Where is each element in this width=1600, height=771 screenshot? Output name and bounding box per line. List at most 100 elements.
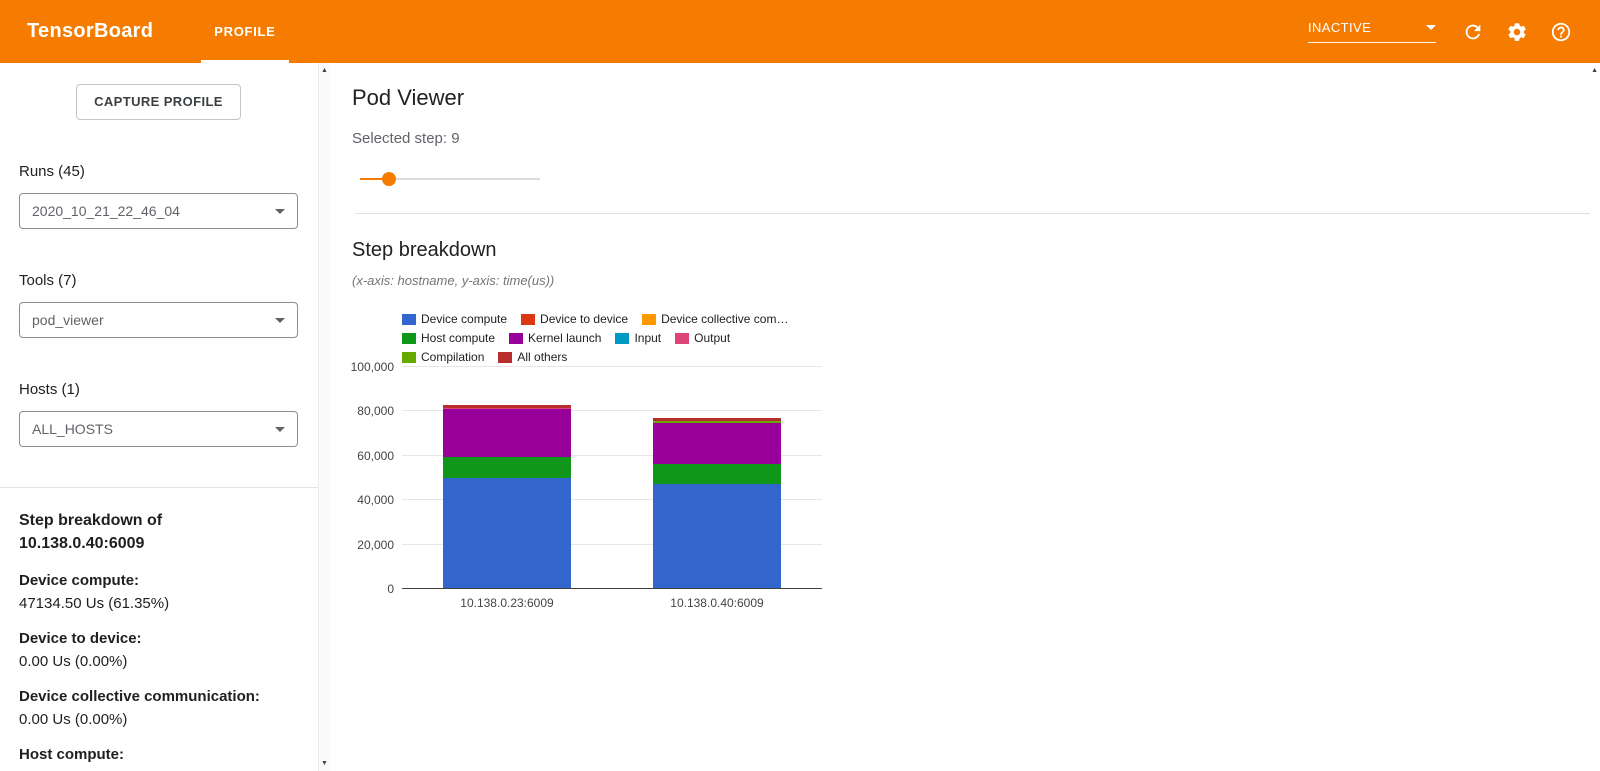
stat-label: Device compute: [19, 572, 140, 589]
sidebar-scrollbar[interactable]: ▲ ▼ [318, 63, 330, 771]
refresh-icon[interactable] [1460, 19, 1486, 45]
capture-profile-button[interactable]: CAPTURE PROFILE [76, 84, 241, 120]
legend-item-all-others: All others [498, 350, 567, 364]
bar-segment-device-compute[interactable] [652, 484, 782, 589]
help-icon[interactable] [1548, 19, 1574, 45]
chart-plot-row: 0 20,000 40,000 60,000 80,000 100,000 [351, 360, 832, 596]
bar-segment-output[interactable] [442, 407, 572, 409]
stat-device-compute: Device compute: 47134.50 Us (61.35%) [19, 571, 298, 613]
bar-segment-host-compute[interactable] [442, 456, 572, 479]
legend-swatch [402, 332, 416, 344]
legend-label: Device to device [540, 312, 629, 326]
step-slider[interactable] [360, 172, 540, 186]
legend-swatch [402, 351, 416, 363]
gridline [402, 454, 822, 456]
header-tabs: PROFILE [201, 0, 289, 63]
legend-item-compilation: Compilation [402, 350, 484, 364]
chart-bars [402, 367, 822, 589]
header-actions: INACTIVE [1308, 0, 1600, 63]
bar-segment-all-others[interactable] [442, 405, 572, 408]
section-divider [355, 213, 1590, 214]
breakdown-title-line2: 10.138.0.40:6009 [19, 535, 145, 552]
bar-segment-device-compute[interactable] [442, 478, 572, 589]
axis-baseline [402, 588, 822, 589]
slider-fill [360, 178, 389, 180]
bar-segment-output[interactable] [652, 422, 782, 424]
chart-legend: Device compute Device to device Device col… [402, 312, 822, 364]
chart-y-axis: 0 20,000 40,000 60,000 80,000 100,000 [351, 360, 402, 596]
stat-value: 47134.50 Us (61.35%) [19, 595, 170, 612]
slider-track[interactable] [360, 178, 540, 180]
tools-select[interactable]: pod_viewer [19, 302, 298, 338]
hosts-select[interactable]: ALL_HOSTS [19, 411, 298, 447]
page-title: Pod Viewer [352, 85, 465, 110]
scroll-up-icon[interactable]: ▲ [321, 67, 328, 74]
bar-slot [402, 367, 612, 589]
sidebar-divider [0, 487, 318, 488]
y-tick-label: 0 [387, 582, 394, 596]
breakdown-stats: Device compute: 47134.50 Us (61.35%) Devic… [19, 571, 298, 764]
legend-label: Output [694, 331, 731, 345]
breakdown-title-line1: Step breakdown of [19, 512, 163, 529]
runs-select[interactable]: 2020_10_21_22_46_04 [19, 193, 298, 229]
stat-label: Device to device: [19, 630, 142, 647]
runs-select-value: 2020_10_21_22_46_04 [32, 203, 180, 219]
bar-segment-host-compute[interactable] [652, 464, 782, 485]
chart-plot-area [402, 366, 822, 589]
runs-label: Runs (45) [19, 163, 85, 180]
chevron-down-icon [275, 317, 285, 323]
y-tick-label: 60,000 [357, 448, 394, 463]
y-tick-label: 100,000 [350, 360, 394, 374]
stacked-bar-10-138-0-40-6009[interactable] [652, 418, 782, 589]
chevron-down-icon [275, 426, 285, 432]
app-header: TensorBoard PROFILE INACTIVE [0, 0, 1600, 63]
gridline [402, 366, 822, 367]
stacked-bar-10-138-0-23-6009[interactable] [442, 405, 572, 589]
content-area: CAPTURE PROFILE Runs (45) 2020_10_21_22_… [0, 63, 1600, 771]
legend-swatch [402, 313, 416, 325]
stat-device-collective-communication: Device collective communication: 0.00 Us … [19, 687, 298, 729]
bar-segment-all-others[interactable] [652, 418, 782, 421]
tools-label: Tools (7) [19, 272, 77, 289]
legend-swatch [509, 332, 524, 344]
hosts-label: Hosts (1) [19, 381, 80, 398]
legend-label: Kernel launch [528, 331, 602, 345]
slider-thumb[interactable] [381, 172, 396, 186]
legend-label: Input [634, 331, 662, 345]
legend-item-host-compute: Host compute [402, 331, 495, 345]
legend-swatch [675, 332, 690, 344]
legend-label: Host compute [421, 331, 496, 345]
y-tick-label: 80,000 [357, 404, 394, 419]
gridline [402, 499, 822, 501]
bar-slot [612, 367, 822, 589]
gridline [402, 543, 822, 545]
bar-segment-kernel-launch[interactable] [442, 408, 572, 457]
legend-swatch [615, 332, 630, 344]
legend-item-input: Input [615, 331, 661, 345]
legend-label: Device compute [421, 312, 508, 326]
chart-x-axis: 10.138.0.23:6009 10.138.0.40:6009 [402, 596, 822, 610]
tab-profile[interactable]: PROFILE [201, 0, 289, 63]
x-tick-label: 10.138.0.23:6009 [460, 596, 554, 610]
status-dropdown-value: INACTIVE [1308, 20, 1372, 35]
hosts-select-value: ALL_HOSTS [32, 421, 113, 437]
selected-step-label: Selected step: 9 [352, 130, 460, 147]
y-tick-label: 40,000 [357, 493, 394, 508]
bar-segment-kernel-launch[interactable] [652, 423, 782, 465]
legend-label: All others [517, 350, 568, 364]
stat-device-to-device: Device to device: 0.00 Us (0.00%) [19, 629, 298, 671]
legend-swatch [521, 313, 536, 325]
sidebar: CAPTURE PROFILE Runs (45) 2020_10_21_22_… [0, 63, 318, 771]
main-scroll-up-icon[interactable]: ▲ [1591, 67, 1598, 74]
step-breakdown-chart: Device compute Device to device Device col… [351, 312, 832, 610]
status-dropdown[interactable]: INACTIVE [1308, 20, 1436, 43]
bar-segment-compilation[interactable] [652, 420, 782, 423]
legend-item-device-collective-communication: Device collective com… [642, 312, 788, 326]
chevron-down-icon [275, 208, 285, 214]
legend-item-device-to-device: Device to device [521, 312, 628, 326]
settings-gear-icon[interactable] [1504, 19, 1530, 45]
section-subtitle: (x-axis: hostname, y-axis: time(us)) [352, 273, 555, 288]
scroll-down-icon[interactable]: ▼ [321, 760, 328, 767]
gridline [402, 410, 822, 412]
stat-value: 0.00 Us (0.00%) [19, 653, 128, 670]
